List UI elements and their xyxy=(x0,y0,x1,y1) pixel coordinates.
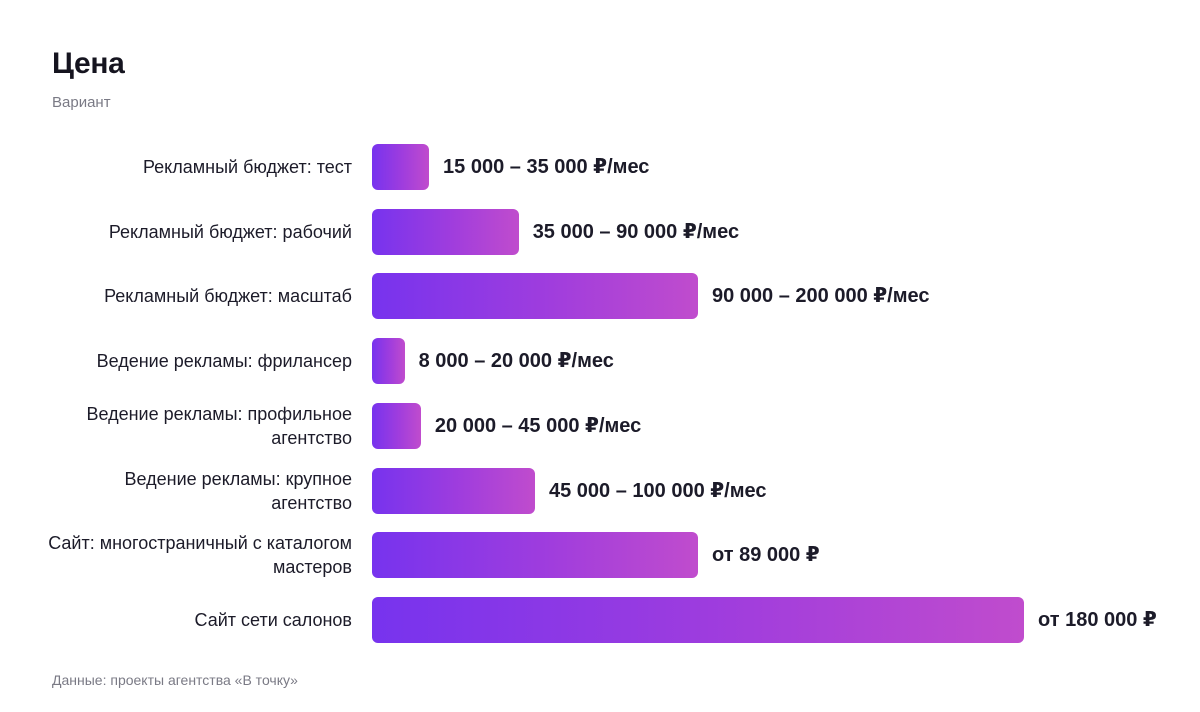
bar xyxy=(372,532,698,579)
bar xyxy=(372,467,535,514)
value-label: 35 000 – 90 000 ₽/мес xyxy=(532,220,740,243)
value-label: 8 000 – 20 000 ₽/мес xyxy=(418,350,614,373)
chart-footnote: Данные: проекты агентства «В точку» xyxy=(52,672,298,688)
category-label: Ведение рекламы: фрилансер xyxy=(96,351,352,372)
value-label: 45 000 – 100 000 ₽/мес xyxy=(549,479,767,502)
chart-title: Цена xyxy=(52,47,125,80)
category-label: Рекламный бюджет: масштаб xyxy=(104,286,352,307)
category-label: Рекламный бюджет: тест xyxy=(142,157,352,177)
value-label: 20 000 – 45 000 ₽/мес xyxy=(434,414,642,437)
value-label: 90 000 – 200 000 ₽/мес xyxy=(712,285,930,308)
value-label: от 180 000 ₽ xyxy=(1038,608,1157,631)
category-label: Сайт сети салонов xyxy=(194,609,352,630)
bar xyxy=(372,338,405,385)
chart-subtitle: Вариант xyxy=(52,94,111,111)
category-label: Рекламный бюджет: рабочий xyxy=(108,221,352,242)
bar xyxy=(372,402,421,449)
bar xyxy=(372,144,430,190)
category-label: Ведение рекламы: крупное агентство xyxy=(124,468,352,513)
category-label: Сайт: многостраничный с каталогом мастер… xyxy=(48,533,352,578)
category-label: Ведение рекламы: профильное агентство xyxy=(86,403,352,448)
bar xyxy=(372,208,519,255)
bar xyxy=(372,273,698,320)
value-label: 15 000 – 35 000 ₽/мес xyxy=(443,156,650,178)
value-label: от 89 000 ₽ xyxy=(712,544,820,567)
bar xyxy=(372,596,1024,643)
